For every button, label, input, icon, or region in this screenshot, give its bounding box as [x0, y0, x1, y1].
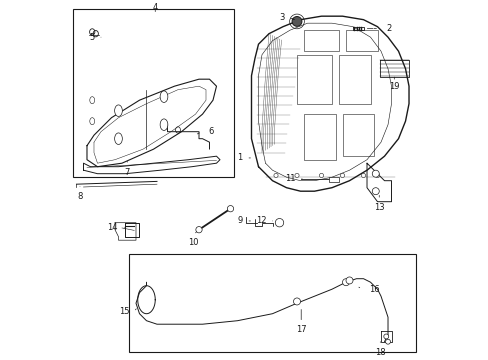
Text: 3: 3	[279, 13, 284, 22]
Text: 18: 18	[374, 348, 385, 357]
Text: 14: 14	[107, 224, 118, 233]
Ellipse shape	[90, 118, 95, 125]
Circle shape	[385, 339, 389, 344]
Bar	[338, 55, 370, 104]
Circle shape	[319, 174, 323, 177]
Bar	[346, 30, 377, 51]
Text: 7: 7	[124, 168, 130, 177]
Circle shape	[340, 174, 344, 177]
Circle shape	[375, 174, 379, 177]
Bar	[342, 114, 373, 156]
Circle shape	[371, 188, 379, 195]
Text: 4: 4	[152, 3, 158, 12]
Circle shape	[342, 279, 349, 286]
Circle shape	[383, 334, 388, 339]
Text: 12: 12	[255, 216, 265, 225]
Bar	[73, 9, 234, 177]
Text: 6: 6	[208, 127, 214, 136]
Bar	[304, 30, 338, 51]
Bar	[328, 177, 338, 183]
Ellipse shape	[114, 133, 122, 144]
Circle shape	[291, 17, 301, 26]
Ellipse shape	[90, 97, 95, 104]
Circle shape	[273, 174, 278, 177]
Text: 10: 10	[188, 238, 199, 247]
Text: 19: 19	[388, 82, 399, 91]
Text: 15: 15	[119, 307, 130, 316]
Text: 2: 2	[386, 24, 391, 33]
Text: 8: 8	[77, 192, 82, 201]
Ellipse shape	[160, 119, 167, 130]
Circle shape	[275, 219, 283, 227]
Text: 11: 11	[284, 175, 295, 184]
Text: 16: 16	[368, 285, 379, 294]
Bar	[296, 55, 331, 104]
Text: 17: 17	[295, 325, 306, 334]
Ellipse shape	[114, 105, 122, 117]
Text: 5: 5	[89, 33, 95, 42]
Text: 1: 1	[237, 153, 242, 162]
Text: 9: 9	[237, 216, 242, 225]
Circle shape	[371, 170, 379, 177]
Bar	[304, 114, 335, 160]
Ellipse shape	[160, 91, 167, 103]
Circle shape	[196, 226, 202, 233]
Circle shape	[361, 174, 365, 177]
Text: 13: 13	[373, 203, 384, 212]
Circle shape	[346, 277, 352, 284]
Circle shape	[294, 174, 299, 177]
Bar	[129, 254, 415, 352]
Circle shape	[227, 206, 233, 212]
Circle shape	[293, 298, 300, 305]
